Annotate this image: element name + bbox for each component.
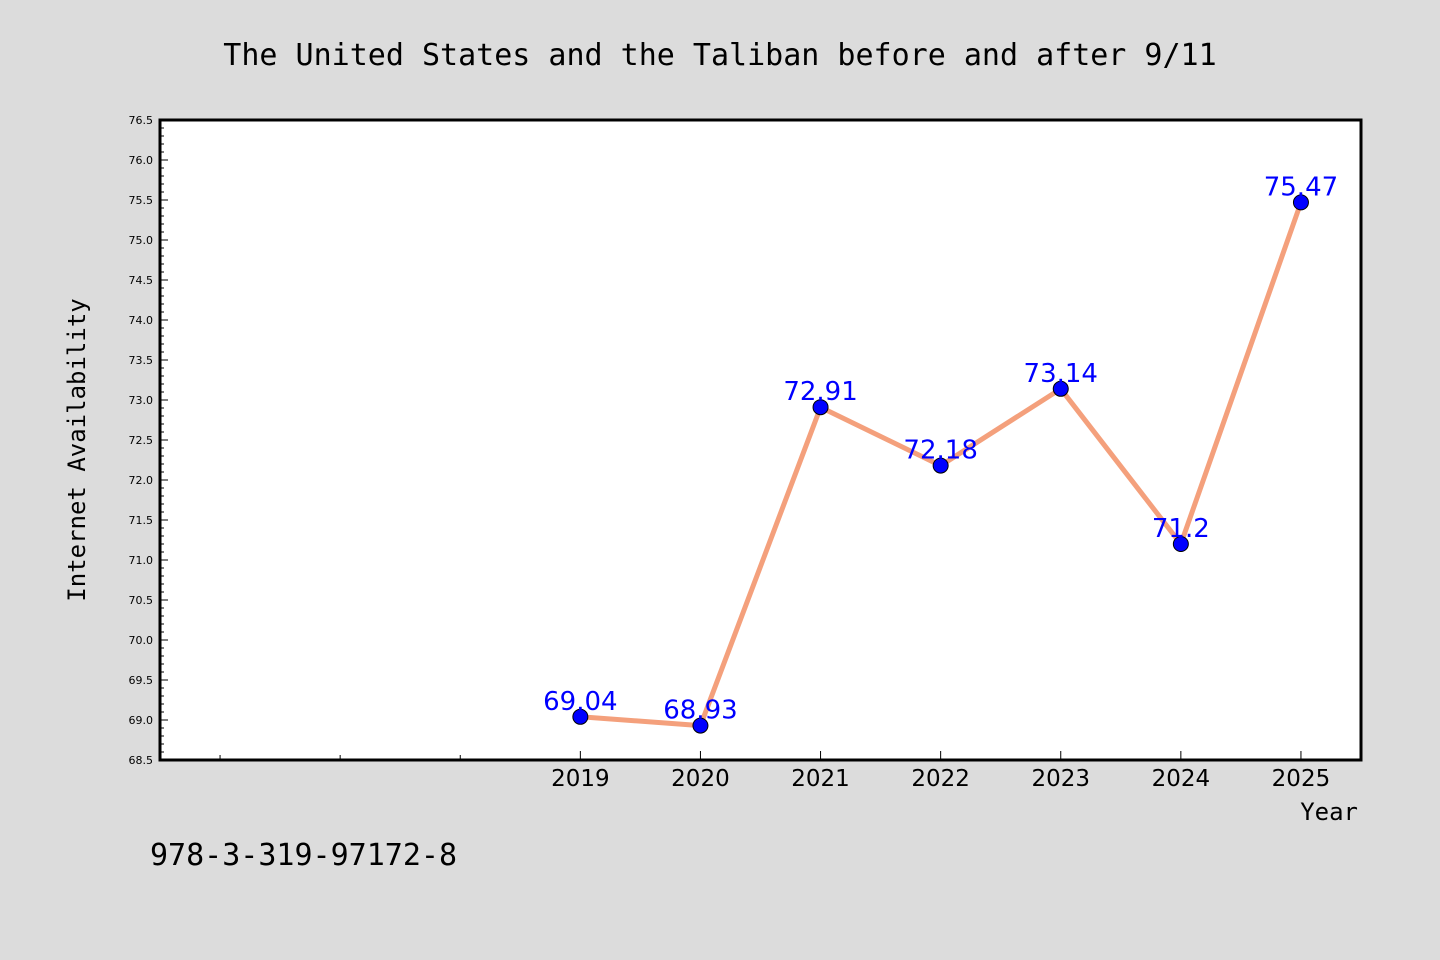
data-label: 72.91 [783, 377, 857, 407]
y-tick-label: 71.0 [129, 554, 154, 567]
chart-title: The United States and the Taliban before… [223, 38, 1216, 73]
y-tick-label: 73.5 [129, 354, 154, 367]
x-tick-label: 2023 [1031, 766, 1090, 792]
y-axis-ticks: 68.5 69.0 69.5 70.0 70.5 71.0 71.5 72.0 72.5 73.0… [129, 114, 168, 767]
y-tick-label: 69.5 [129, 674, 154, 687]
x-tick-label: 2024 [1152, 766, 1211, 792]
y-tick-label: 73.0 [129, 394, 154, 407]
y-tick-label: 74.0 [129, 314, 154, 327]
data-point [1172, 536, 1189, 552]
x-axis-ticks: 2019 2020 2021 2022 2023 2024 2025 [219, 751, 1331, 792]
data-point [812, 399, 829, 416]
y-tick-label: 68.5 [129, 754, 154, 767]
y-tick-label: 72.0 [129, 474, 154, 487]
y-tick-label: 72.5 [129, 434, 154, 447]
y-tick-label: 76.0 [129, 154, 154, 167]
data-label: 73.14 [1024, 359, 1098, 389]
x-tick-label: 2025 [1272, 766, 1331, 792]
x-axis-label: Year [1300, 798, 1358, 826]
data-label: 75.47 [1264, 172, 1338, 202]
x-tick-label: 2021 [791, 766, 850, 792]
y-tick-label: 75.5 [129, 194, 154, 207]
data-label: 71.2 [1152, 514, 1210, 544]
plot-area [158, 118, 1363, 762]
data-label: 69.04 [543, 687, 617, 717]
x-tick-label: 2019 [551, 766, 610, 792]
y-tick-label: 71.5 [129, 514, 154, 527]
data-point [1052, 380, 1069, 397]
y-tick-label: 74.5 [129, 274, 154, 287]
y-axis-label: Internet Availability [63, 298, 91, 601]
x-tick-label: 2020 [671, 766, 730, 792]
data-point [1292, 194, 1309, 211]
data-point [572, 708, 589, 725]
y-tick-label: 69.0 [129, 714, 154, 727]
x-tick-label: 2022 [911, 766, 970, 792]
y-tick-label: 76.5 [129, 114, 154, 127]
y-tick-label: 70.0 [129, 634, 154, 647]
data-point [692, 717, 709, 734]
data-series: 69.04 68.93 72.91 72.18 73.14 71.2 75.47 [543, 172, 1338, 734]
data-point [932, 457, 949, 474]
data-label: 68.93 [663, 696, 737, 726]
y-tick-label: 75.0 [129, 234, 154, 247]
y-tick-label: 70.5 [129, 594, 154, 607]
isbn-code: 978-3-319-97172-8 [150, 838, 457, 873]
data-label: 72.18 [903, 436, 977, 466]
